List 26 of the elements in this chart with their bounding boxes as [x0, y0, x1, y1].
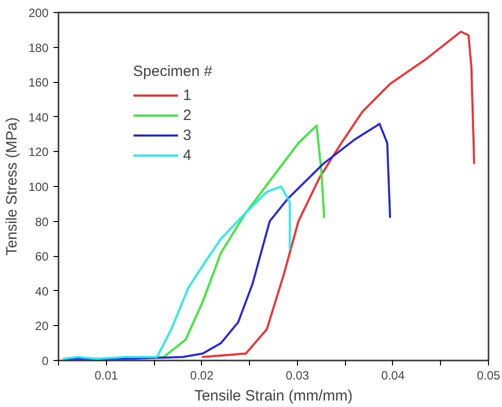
y-tick-label: 60 — [35, 250, 49, 264]
y-tick-label: 140 — [28, 110, 49, 124]
legend-label: 3 — [183, 126, 192, 144]
y-tick-label: 80 — [35, 214, 49, 229]
y-tick-label: 120 — [28, 145, 49, 160]
legend-title: Specimen # — [133, 63, 212, 80]
x-tick-label: 0.04 — [381, 368, 405, 382]
line-series — [200, 30, 476, 358]
y-tick-label: 180 — [28, 40, 49, 55]
y-tick-label: 200 — [28, 6, 49, 20]
line-series — [62, 122, 392, 360]
y-axis-title: Tensile Stress (MPa) — [3, 117, 20, 256]
x-tick-label: 0.05 — [476, 368, 501, 382]
x-tick-label: 0.03 — [286, 368, 310, 382]
y-tick-label: 160 — [28, 76, 49, 90]
legend-label: 4 — [183, 146, 192, 164]
y-tick-label: 20 — [35, 319, 49, 334]
y-tick-label: 100 — [28, 180, 49, 194]
legend-label: 2 — [183, 106, 192, 124]
x-tick-label: 0.01 — [94, 368, 118, 382]
y-tick-label: 0 — [42, 354, 49, 368]
y-tick-label: 40 — [35, 284, 49, 298]
legend-label: 1 — [183, 86, 192, 104]
line-series — [62, 186, 291, 360]
x-axis-title: Tensile Strain (mm/mm) — [194, 388, 353, 404]
x-tick-label: 0.02 — [190, 368, 214, 382]
